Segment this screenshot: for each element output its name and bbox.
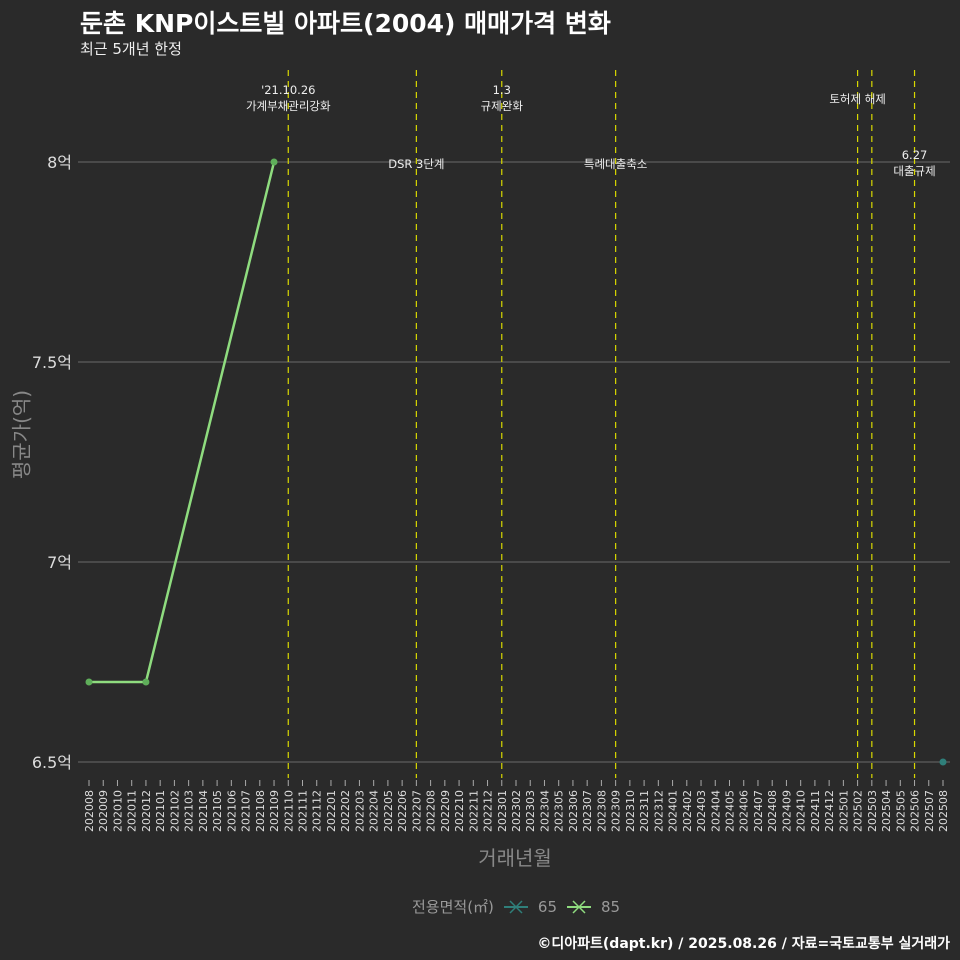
data-point-85	[270, 158, 278, 166]
x-tick-label: 202107	[240, 790, 253, 832]
event-label: 특례대출축소	[584, 157, 647, 171]
legend: 전용면적(㎡) 65 85	[412, 896, 620, 917]
x-tick-label: 202309	[610, 790, 623, 832]
data-point-85	[85, 678, 93, 686]
y-tick-label: 8억	[47, 153, 72, 172]
x-tick-label: 202110	[282, 790, 295, 832]
x-tick-label: 202304	[538, 790, 551, 832]
x-tick-label: 202207	[410, 790, 423, 832]
chart-title: 둔촌 KNP이스트빌 아파트(2004) 매매가격 변화	[80, 9, 611, 38]
x-tick-label: 202108	[254, 790, 267, 832]
x-tick-label: 202508	[937, 790, 950, 832]
y-tick-label: 6.5억	[32, 753, 72, 772]
legend-label-65: 65	[537, 897, 557, 916]
x-tick-label: 202204	[368, 790, 381, 832]
x-tick-label: 202405	[724, 790, 737, 832]
y-axis-label: 평균가(억)	[9, 389, 34, 480]
x-tick-label: 202203	[353, 790, 366, 832]
x-tick-label: 202404	[709, 790, 722, 832]
x-tick-label: 202105	[211, 790, 224, 832]
x-tick-label: 202301	[496, 790, 509, 832]
x-tick-label: 202502	[852, 790, 865, 832]
x-tick-label: 202104	[197, 790, 210, 832]
legend-title: 전용면적(㎡)	[412, 898, 494, 916]
event-label: 규제완화	[481, 99, 524, 113]
x-tick-label: 202406	[738, 790, 751, 832]
event-label: 가계부채관리강화	[246, 99, 331, 113]
x-tick-label: 202411	[809, 790, 822, 832]
x-tick-label: 202106	[225, 790, 238, 832]
x-tick-label: 202505	[894, 790, 907, 832]
x-tick-label: 202010	[111, 790, 124, 832]
event-label: 1.3	[493, 83, 511, 97]
x-tick-label: 202307	[581, 790, 594, 832]
x-tick-label: 202209	[439, 790, 452, 832]
x-tick-label: 202109	[268, 790, 281, 832]
x-tick-label: 202305	[553, 790, 566, 832]
x-tick-label: 202308	[595, 790, 608, 832]
x-tick-label: 202409	[780, 790, 793, 832]
x-tick-label: 202208	[425, 790, 438, 832]
x-tick-label: 202311	[638, 790, 651, 832]
source-caption: ©디아파트(dapt.kr) / 2025.08.26 / 자료=국토교통부 실…	[537, 936, 950, 952]
x-axis-label: 거래년월	[478, 846, 552, 870]
x-tick-label: 202310	[624, 790, 637, 832]
x-tick-label: 202102	[168, 790, 181, 832]
x-tick-label: 202211	[467, 790, 480, 832]
chart-subtitle: 최근 5개년 한정	[80, 40, 182, 58]
x-tick-label: 202212	[482, 790, 495, 832]
x-tick-label: 202103	[183, 790, 196, 832]
x-tick-label: 202504	[880, 790, 893, 832]
x-tick-label: 202012	[140, 790, 153, 832]
x-tick-label: 202101	[154, 790, 167, 832]
x-tick-label: 202410	[795, 790, 808, 832]
x-tick-label: 202011	[126, 790, 139, 832]
x-tick-label: 202401	[667, 790, 680, 832]
x-tick-label: 202407	[752, 790, 765, 832]
x-tick-label: 202408	[766, 790, 779, 832]
legend-label-85: 85	[601, 897, 621, 916]
x-tick-label: 202507	[923, 790, 936, 832]
x-tick-label: 202009	[97, 790, 110, 832]
x-tick-label: 202312	[652, 790, 665, 832]
event-label: DSR 3단계	[388, 157, 444, 171]
y-tick-label: 7억	[47, 553, 72, 572]
event-label: 토허제 해제	[829, 92, 886, 106]
x-tick-label: 202201	[325, 790, 338, 832]
x-tick-label: 202008	[83, 790, 96, 832]
event-label: 대출규제	[893, 164, 935, 178]
series-line-85	[89, 161, 276, 684]
y-tick-label: 7.5억	[32, 353, 72, 372]
x-tick-label: 202206	[396, 790, 409, 832]
legend-key-65-icon	[503, 899, 528, 914]
event-label: 6.27	[902, 148, 928, 162]
x-tick-label: 202412	[823, 790, 836, 832]
x-tick-label: 202112	[311, 790, 324, 832]
x-tick-label: 202302	[510, 790, 523, 832]
x-tick-label: 202506	[909, 790, 922, 832]
x-tick-label: 202205	[382, 790, 395, 832]
data-point-85	[142, 678, 150, 686]
x-tick-label: 202111	[297, 790, 310, 832]
event-label: '21.10.26	[261, 83, 315, 97]
data-point-65	[939, 758, 947, 766]
legend-key-85-icon	[567, 899, 591, 914]
x-tick-label: 202210	[453, 790, 466, 832]
x-tick-label: 202403	[695, 790, 708, 832]
x-tick-label: 202306	[567, 790, 580, 832]
x-tick-label: 202503	[866, 790, 879, 832]
x-tick-label: 202501	[837, 790, 850, 832]
x-tick-label: 202202	[339, 790, 352, 832]
x-tick-label: 202402	[681, 790, 694, 832]
x-tick-label: 202303	[524, 790, 537, 832]
